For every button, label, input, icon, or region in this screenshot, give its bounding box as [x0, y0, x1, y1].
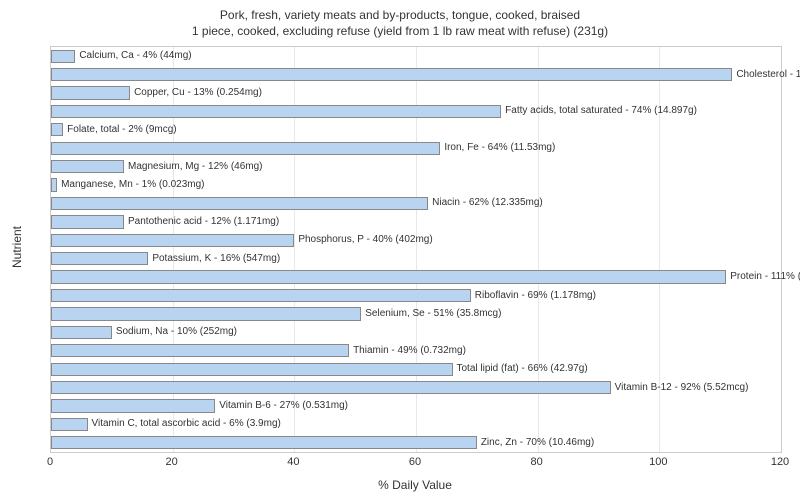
- bar-label: Copper, Cu - 13% (0.254mg): [134, 88, 262, 98]
- x-axis-label: % Daily Value: [50, 478, 780, 492]
- bar-label: Pantothenic acid - 12% (1.171mg): [128, 217, 279, 227]
- bar: [51, 289, 471, 302]
- x-tick: 80: [531, 456, 543, 468]
- bar-label: Protein - 111% (55.67g): [730, 272, 800, 282]
- x-tick: 40: [287, 456, 299, 468]
- bar: [51, 50, 75, 63]
- bar: [51, 326, 112, 339]
- bar-label: Zinc, Zn - 70% (10.46mg): [481, 438, 594, 448]
- bar-label: Manganese, Mn - 1% (0.023mg): [61, 180, 204, 190]
- bar: [51, 178, 57, 191]
- title-line-2: 1 piece, cooked, excluding refuse (yield…: [0, 24, 800, 40]
- bar-label: Selenium, Se - 51% (35.8mcg): [365, 309, 501, 319]
- bar: [51, 142, 440, 155]
- bar-label: Magnesium, Mg - 12% (46mg): [128, 162, 263, 172]
- bar-label: Total lipid (fat) - 66% (42.97g): [457, 364, 588, 374]
- x-tick: 100: [649, 456, 667, 468]
- bar-label: Iron, Fe - 64% (11.53mg): [444, 143, 555, 153]
- bar-label: Vitamin B-12 - 92% (5.52mcg): [615, 383, 749, 393]
- bar-label: Phosphorus, P - 40% (402mg): [298, 235, 432, 245]
- bar: [51, 436, 477, 449]
- bar-label: Cholesterol - 112% (337mg): [736, 70, 800, 80]
- bar: [51, 123, 63, 136]
- bar: [51, 160, 124, 173]
- bar-label: Vitamin C, total ascorbic acid - 6% (3.9…: [92, 419, 281, 429]
- bar-label: Niacin - 62% (12.335mg): [432, 198, 543, 208]
- y-axis-label: Nutrient: [10, 226, 24, 268]
- bar: [51, 86, 130, 99]
- bar-label: Vitamin B-6 - 27% (0.531mg): [219, 401, 348, 411]
- bar: [51, 418, 88, 431]
- bar: [51, 197, 428, 210]
- bar-label: Thiamin - 49% (0.732mg): [353, 346, 466, 356]
- bar-label: Riboflavin - 69% (1.178mg): [475, 291, 596, 301]
- bar: [51, 307, 361, 320]
- bar: [51, 270, 726, 283]
- bar: [51, 105, 501, 118]
- bar-label: Fatty acids, total saturated - 74% (14.8…: [505, 106, 697, 116]
- bar: [51, 68, 732, 81]
- bar: [51, 215, 124, 228]
- bar-label: Sodium, Na - 10% (252mg): [116, 327, 237, 337]
- bar: [51, 381, 611, 394]
- bar-label: Potassium, K - 16% (547mg): [152, 254, 280, 264]
- x-tick: 120: [771, 456, 789, 468]
- bar-label: Calcium, Ca - 4% (44mg): [79, 51, 191, 61]
- x-tick: 20: [166, 456, 178, 468]
- title-line-1: Pork, fresh, variety meats and by-produc…: [0, 8, 800, 24]
- plot-area: Calcium, Ca - 4% (44mg)Cholesterol - 112…: [50, 46, 782, 453]
- chart-title: Pork, fresh, variety meats and by-produc…: [0, 0, 800, 39]
- bar: [51, 234, 294, 247]
- x-tick: 0: [47, 456, 53, 468]
- bar: [51, 252, 148, 265]
- x-tick: 60: [409, 456, 421, 468]
- nutrient-chart: Pork, fresh, variety meats and by-produc…: [0, 0, 800, 500]
- bar: [51, 363, 453, 376]
- bar-label: Folate, total - 2% (9mcg): [67, 125, 176, 135]
- bar: [51, 399, 215, 412]
- bar: [51, 344, 349, 357]
